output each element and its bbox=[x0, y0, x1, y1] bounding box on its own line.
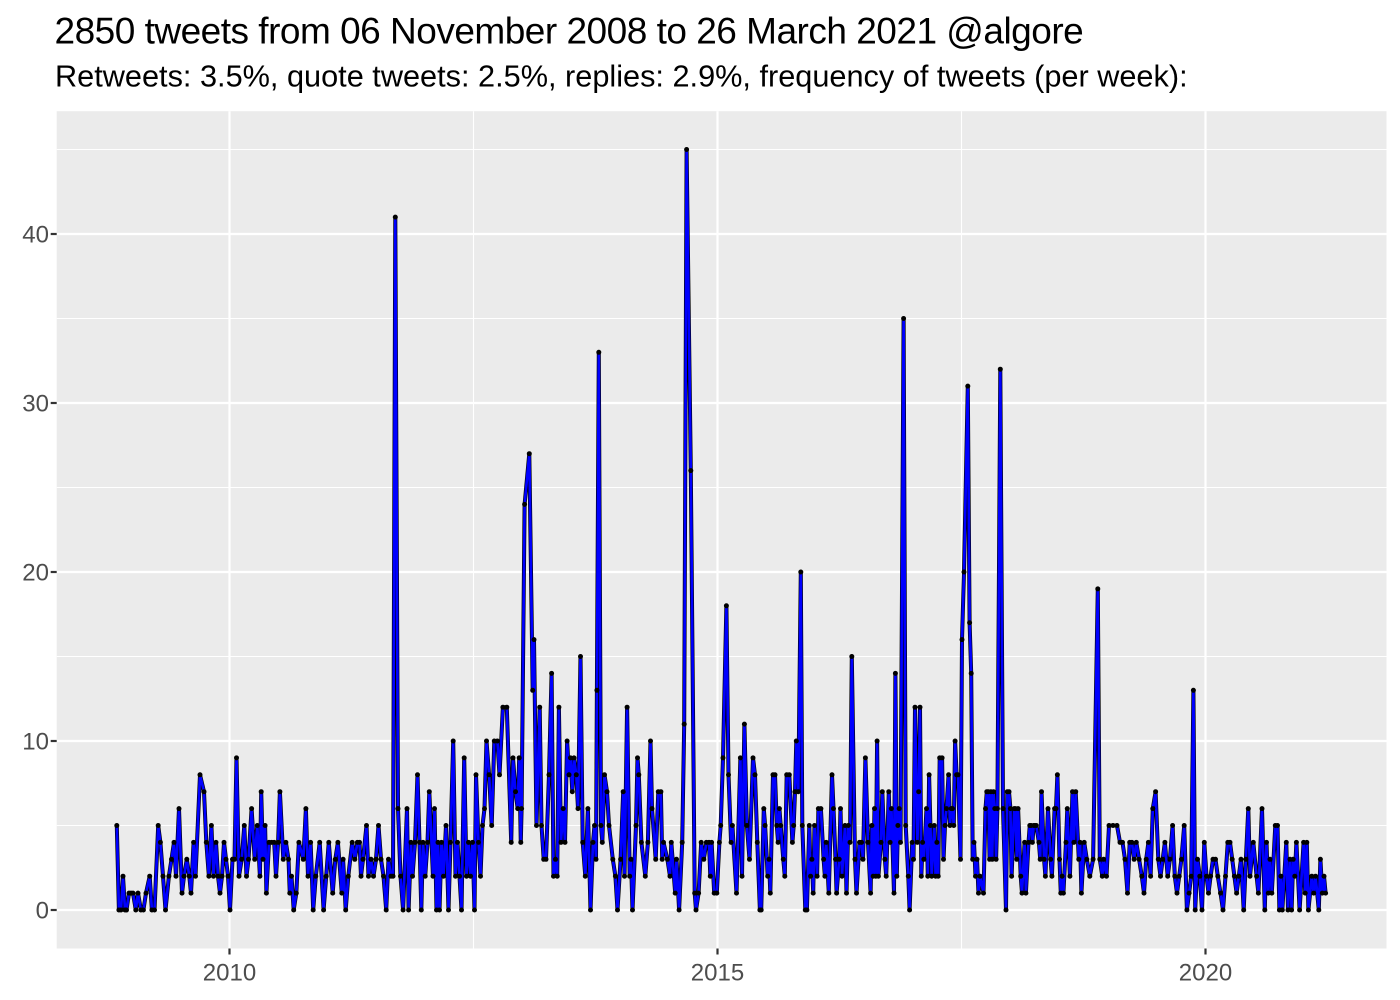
svg-text:Retweets: 3.5%, quote tweets:: Retweets: 3.5%, quote tweets: 2.5%, repl… bbox=[55, 59, 1188, 94]
svg-text:10: 10 bbox=[22, 729, 49, 756]
svg-text:0: 0 bbox=[36, 898, 49, 925]
svg-text:40: 40 bbox=[22, 222, 49, 249]
svg-text:30: 30 bbox=[22, 391, 49, 418]
svg-text:2010: 2010 bbox=[203, 960, 256, 987]
svg-text:2020: 2020 bbox=[1179, 960, 1232, 987]
svg-text:2850 tweets from 06 November 2: 2850 tweets from 06 November 2008 to 26 … bbox=[55, 11, 1084, 52]
svg-text:20: 20 bbox=[22, 560, 49, 587]
svg-text:2015: 2015 bbox=[691, 960, 744, 987]
